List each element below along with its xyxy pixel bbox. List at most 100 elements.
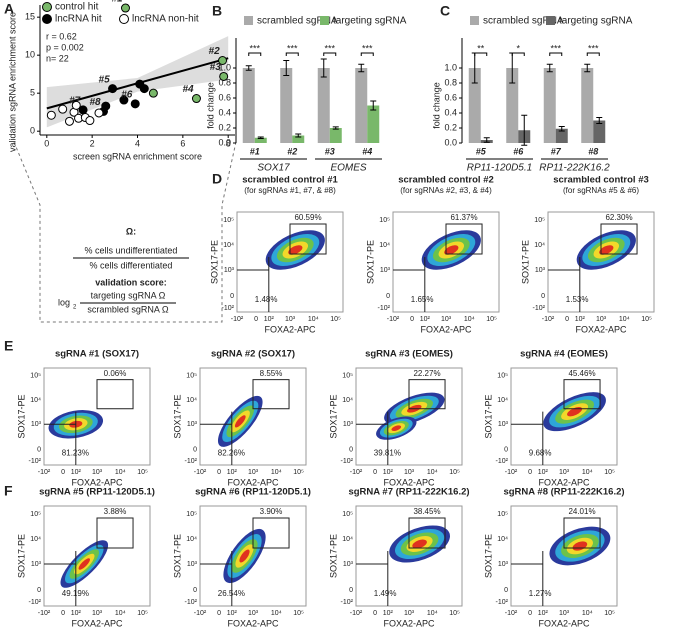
y-axis-label: SOX17-PE [16,534,26,578]
x-tick-label: 6 [180,138,185,148]
y-tick-label: -10² [222,305,235,312]
bar [468,68,481,143]
gate-lower-pct: 1.49% [374,589,397,598]
y-tick-label: 10⁵ [534,217,545,224]
error-bar [245,65,252,71]
gate-lower-pct: 26.54% [218,589,245,598]
density-contour [78,558,90,570]
x-tick-label: 0 [217,469,221,476]
y-tick-label: 0.4 [444,107,457,117]
density-contour [234,415,246,428]
gate-quadrant [200,411,233,465]
x-tick-label: 0 [373,610,377,617]
x-tick-label: 0 [373,469,377,476]
significance-bracket [474,52,488,56]
x-tick-label: 10⁵ [486,316,497,323]
plot-frame [236,211,344,313]
x-tick-label: #8 [588,146,598,156]
y-tick-label: 0 [349,446,353,453]
x-tick-label: 10⁵ [137,469,148,476]
bar [329,128,342,143]
gate-upper-pct: 22.27% [413,369,440,378]
x-axis-label: FOXA2-APC [227,477,279,487]
y-tick-label: 10³ [31,421,42,428]
x-tick-label: 10⁴ [115,469,126,476]
significance: * [516,43,520,53]
legend-label: control hit [55,2,99,13]
gate-quadrant [200,551,233,606]
y-tick-label: 0.8 [218,77,231,87]
y-tick-label: -10² [496,458,509,465]
legend-label: lncRNA non-hit [132,14,199,25]
significance: *** [287,43,298,53]
y-axis-label: SOX17-PE [365,240,375,284]
legend-marker [42,14,52,24]
bar [593,120,606,143]
plot-frame [510,505,618,607]
gate-upper-pct: 61.37% [450,213,477,222]
x-axis-label: FOXA2-APC [383,477,435,487]
y-tick-label: -10² [341,458,354,465]
group-label: SOX17 [257,163,290,174]
x-axis-label: FOXA2-APC [538,477,590,487]
x-tick-label: -10² [194,469,207,476]
point [64,116,74,126]
gate-quadrant [548,257,581,312]
formula-den: % cells differentiated [90,260,173,270]
point [71,100,81,110]
x-tick-label: 0 [410,316,414,323]
y-axis-label: fold change [431,82,441,129]
gate-upper-pct: 60.59% [294,213,321,222]
formula-omega: Ω: [126,226,136,236]
y-tick-label: 10⁴ [223,242,234,249]
x-axis-label: FOXA2-APC [420,324,472,334]
x-tick-label: 10⁴ [427,610,438,617]
stat-text: r = 0.62 [46,31,77,41]
gate-box [408,517,446,549]
bar [506,68,519,143]
x-tick-label: -10² [350,610,363,617]
gate-upper-pct: 0.06% [104,369,127,378]
point [108,84,118,94]
gate-upper-pct: 8.55% [260,369,283,378]
x-tick-label: 10⁴ [271,610,282,617]
gate-box [289,223,327,255]
point [219,71,229,81]
density-contour [391,425,402,431]
point-label: #2 [209,46,221,57]
point [130,99,140,109]
panel-label: C [440,3,450,19]
y-tick-label: 0.6 [218,92,231,102]
formula-frame [13,141,237,323]
x-axis-label: FOXA2-APC [71,618,123,628]
gate-upper-pct: 3.88% [104,507,127,516]
density-contour [599,245,614,255]
plot-frame [392,211,500,313]
x-tick-label: 10⁵ [137,610,148,617]
x-tick-label: 10² [71,610,82,617]
legend-swatch [320,16,329,25]
plot-frame [199,367,307,466]
gate-quadrant [44,411,77,465]
plot-frame [355,505,463,607]
x-tick-label: 0 [254,316,258,323]
x-tick-label: 10⁵ [293,610,304,617]
legend-label: lncRNA hit [55,14,102,25]
y-tick-label: 1.0 [218,62,231,72]
y-tick-label: 10 [25,50,35,60]
error-bar [558,126,565,132]
x-tick-label: -10² [505,469,518,476]
x-axis-label: FOXA2-APC [71,477,123,487]
stat-text: p = 0.002 [46,42,84,52]
point-label: #7 [69,96,81,107]
gate-box [96,517,134,549]
x-tick-label: 10³ [92,610,103,617]
x-tick-label: 10⁵ [449,469,460,476]
y-tick-label: -10² [29,599,42,606]
gate-box [408,379,446,410]
gate-quadrant [393,257,426,312]
x-tick-label: 10⁵ [604,469,615,476]
y-tick-label: 10⁴ [342,536,353,543]
point-label: #4 [182,84,194,95]
plot-title: scrambled control #1 [242,175,338,186]
